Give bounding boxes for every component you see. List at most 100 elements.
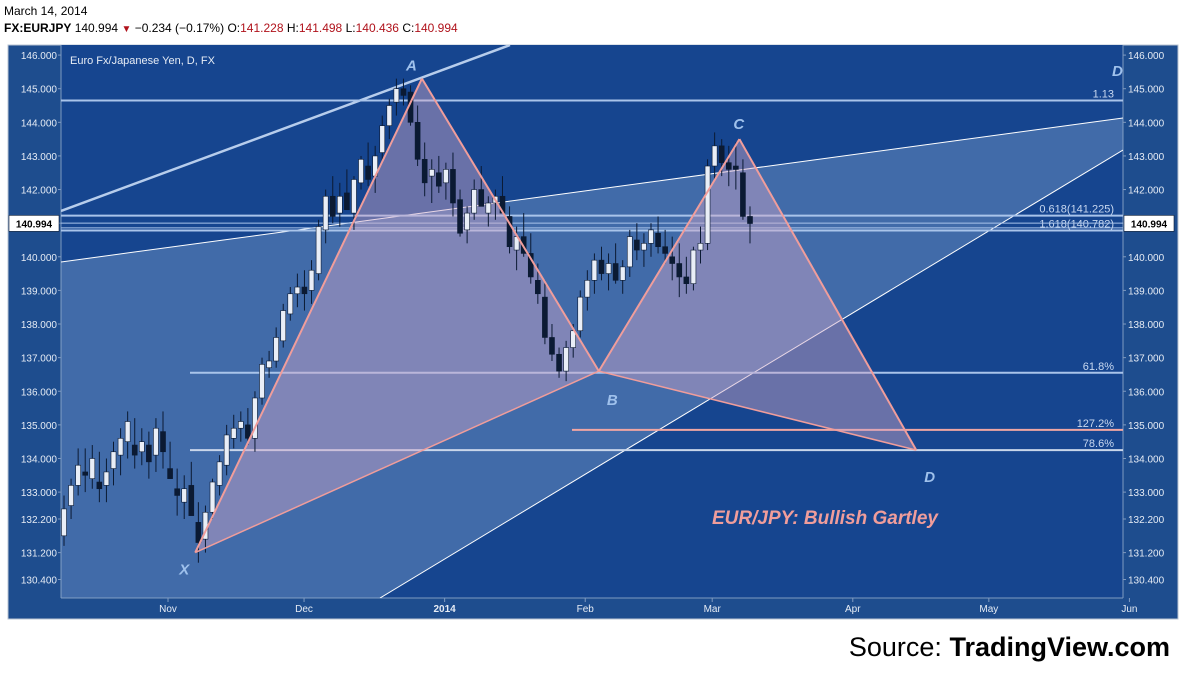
candle-body (167, 468, 173, 479)
pattern-leg-bd (598, 370, 917, 451)
y-tick-label-left: 131.200 (21, 549, 58, 560)
xab-triangle (195, 78, 599, 553)
candle-body (252, 397, 258, 439)
pattern-point-label-c: C (733, 116, 745, 133)
y-tick-label-left: 146.000 (21, 51, 58, 62)
pattern-leg-xb (194, 370, 600, 554)
candle-body (414, 122, 421, 160)
candle-body (301, 286, 308, 295)
candle-body (117, 438, 124, 456)
fib-level-label: 61.8% (1083, 361, 1114, 373)
pattern-leg-cd (738, 138, 918, 451)
y-tick-label-right: 145.000 (1128, 85, 1165, 96)
last-price-label-left: 140.994 (16, 219, 53, 230)
candle-body (626, 236, 633, 268)
candle-body (471, 189, 477, 214)
y-tick-label-right: 131.200 (1128, 549, 1165, 560)
candle-body (683, 276, 690, 284)
pattern-leg-bc (597, 138, 741, 372)
fib-level-label: 78.6% (1083, 438, 1114, 450)
candle-body (457, 199, 463, 234)
plot-area (61, 45, 1123, 598)
candle-body (718, 145, 725, 163)
candle-body (103, 471, 110, 486)
candle-body (386, 105, 393, 126)
y-tick-label-left: 135.000 (21, 421, 58, 432)
candle-body (294, 286, 301, 295)
candle-body (344, 192, 350, 211)
candle-body (153, 427, 159, 456)
candle-body (68, 485, 74, 506)
open-value: 141.228 (240, 21, 284, 35)
candle-body (131, 444, 138, 456)
last-price-box-right (1123, 215, 1175, 232)
y-tick-label-left: 145.000 (21, 85, 58, 96)
y-tick-label-left: 133.000 (21, 488, 58, 499)
candle-body (216, 461, 223, 486)
candle-body (436, 172, 442, 187)
upper-trendline (61, 45, 511, 213)
candle-body (733, 165, 739, 170)
y-tick-label-right: 130.400 (1128, 576, 1165, 587)
channel-lower-line (379, 149, 1123, 598)
x-tick-label: Jun (1121, 604, 1137, 615)
chart-title: Euro Fx/Japanese Yen, D, FX (70, 55, 216, 67)
y-tick-label-left: 130.400 (21, 576, 58, 587)
candle-body (747, 216, 753, 224)
y-tick-label-left: 142.000 (21, 186, 58, 197)
candle-body (195, 522, 202, 543)
y-tick-label-right: 135.000 (1128, 421, 1165, 432)
candle-body (174, 488, 180, 496)
candle-body (280, 310, 287, 342)
candle-body (725, 162, 732, 170)
pattern-point-label-a: A (405, 58, 417, 75)
candle-body (315, 226, 322, 274)
candle-body (209, 481, 216, 513)
candle-body (82, 471, 89, 476)
candle-body (563, 347, 569, 372)
candle-body (605, 263, 612, 274)
candle-body (266, 360, 272, 369)
candle-body (662, 246, 668, 254)
y-tick-label-right: 140.000 (1128, 253, 1165, 264)
candle-body (138, 441, 145, 453)
candle-body (351, 179, 357, 214)
y-tick-label-left: 134.000 (21, 454, 58, 465)
y-tick-label-right: 146.000 (1128, 51, 1165, 62)
high-label: H: (286, 21, 299, 35)
candle-body (704, 165, 711, 244)
candle-body (223, 434, 230, 466)
y-tick-label-left: 138.000 (21, 320, 58, 331)
source-brand: TradingView.com (949, 632, 1170, 662)
close-label: C: (402, 21, 415, 35)
candle-body (690, 249, 697, 284)
candle-body (89, 458, 96, 479)
y-tick-label-left: 144.000 (21, 118, 58, 129)
y-tick-label-right: 144.000 (1128, 118, 1165, 129)
candle-body (160, 431, 166, 453)
down-arrow-icon: ▼ (121, 24, 132, 35)
candle-body (542, 296, 548, 338)
candle-body (322, 195, 329, 231)
candle-body (506, 216, 513, 248)
y-tick-label-right: 137.000 (1128, 354, 1165, 365)
candle-body (245, 424, 251, 439)
candle-body (697, 243, 704, 251)
candle-body (259, 364, 265, 399)
candle-body (676, 263, 683, 278)
candle-body (577, 296, 584, 332)
pattern-leg-ab (421, 78, 600, 372)
candle-body (655, 232, 661, 248)
x-tick-label: Feb (577, 604, 595, 615)
y-tick-label-left: 139.000 (21, 286, 58, 297)
quote-line: FX:EURJPY 140.994 ▼ −0.234 (−0.17%) O:14… (4, 20, 458, 38)
candle-body (273, 337, 279, 362)
candle-body (570, 330, 576, 348)
candle-body (110, 451, 117, 469)
bcd-triangle (598, 139, 917, 451)
symbol[interactable]: FX:EURJPY (4, 21, 72, 35)
candle-body (238, 421, 244, 429)
candle-body (337, 195, 343, 214)
y-tick-label-left: 132.200 (21, 515, 58, 526)
